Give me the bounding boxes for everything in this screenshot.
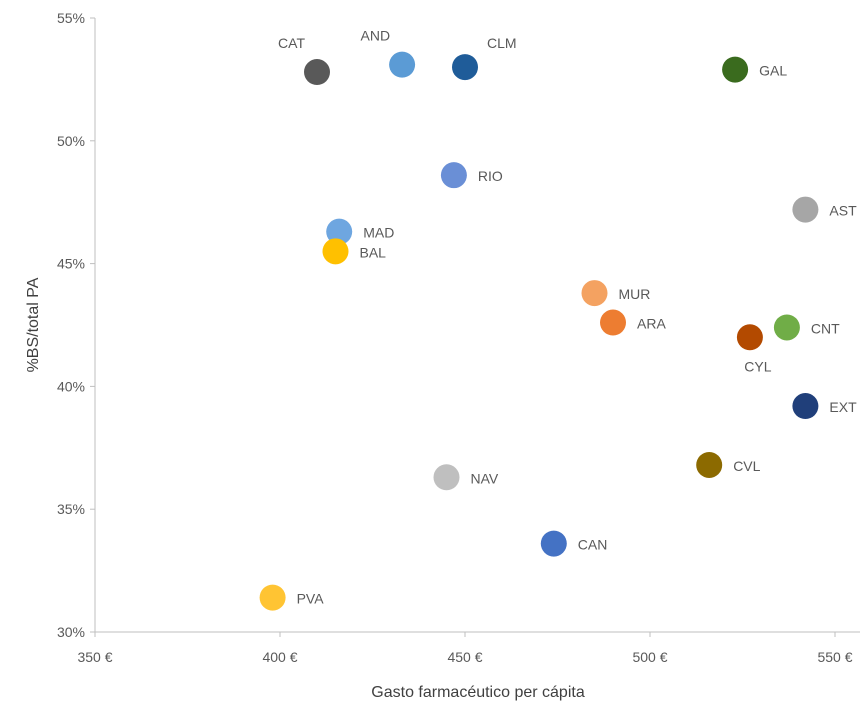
x-axis: 350 € 400 € 450 € 500 € 550 € [77, 631, 860, 665]
y-tick-label: 40% [57, 378, 85, 394]
data-label-mad: MAD [363, 225, 394, 241]
data-points: CAT AND CLM GAL RIO AST MAD BAL MUR ARA CNT CYL EXT C… [259, 28, 857, 611]
x-tick-label: 500 € [632, 649, 667, 665]
data-label-ast: AST [829, 203, 857, 219]
y-tick-label: 50% [57, 133, 85, 149]
data-point-clm [452, 54, 478, 81]
data-point-ast [792, 196, 819, 223]
y-tick-label: 35% [57, 501, 85, 517]
data-point-cvl [696, 451, 723, 478]
x-axis-title: Gasto farmacéutico per cápita [371, 684, 585, 701]
data-label-pva: PVA [297, 591, 325, 607]
data-point-cnt [773, 314, 800, 341]
data-label-cnt: CNT [811, 320, 840, 336]
data-point-bal [322, 238, 349, 265]
data-label-cvl: CVL [733, 458, 760, 474]
y-tick-label: 45% [57, 256, 85, 272]
data-label-nav: NAV [471, 470, 499, 486]
data-label-mur: MUR [619, 286, 651, 302]
y-axis: 30% 35% 40% 45% 50% 55% [57, 10, 96, 640]
data-point-and [389, 51, 416, 78]
data-label-rio: RIO [478, 168, 503, 184]
data-point-cyl [736, 324, 763, 351]
data-point-can [540, 530, 567, 557]
data-label-clm: CLM [487, 35, 517, 51]
x-tick-label: 400 € [262, 649, 297, 665]
data-label-can: CAN [578, 537, 608, 553]
data-label-cat: CAT [278, 35, 305, 51]
y-tick-label: 30% [57, 624, 85, 640]
data-point-rio [440, 162, 467, 189]
data-label-ara: ARA [637, 316, 666, 332]
data-label-and: AND [361, 28, 391, 44]
data-point-nav [433, 464, 460, 491]
data-label-bal: BAL [360, 244, 387, 260]
x-tick-label: 550 € [817, 649, 852, 665]
data-point-ara [600, 309, 626, 336]
y-tick-label: 55% [57, 10, 85, 26]
x-tick-label: 350 € [77, 649, 112, 665]
data-point-mad [326, 218, 353, 245]
data-label-gal: GAL [759, 63, 787, 79]
y-axis-title: %BS/total PA [25, 277, 42, 372]
x-tick-label: 450 € [447, 649, 482, 665]
data-point-ext [792, 393, 819, 420]
data-point-gal [722, 56, 749, 83]
data-point-pva [259, 584, 286, 611]
data-label-ext: EXT [829, 399, 857, 415]
data-point-mur [581, 280, 608, 307]
data-point-cat [304, 59, 330, 86]
data-label-cyl: CYL [744, 358, 771, 374]
